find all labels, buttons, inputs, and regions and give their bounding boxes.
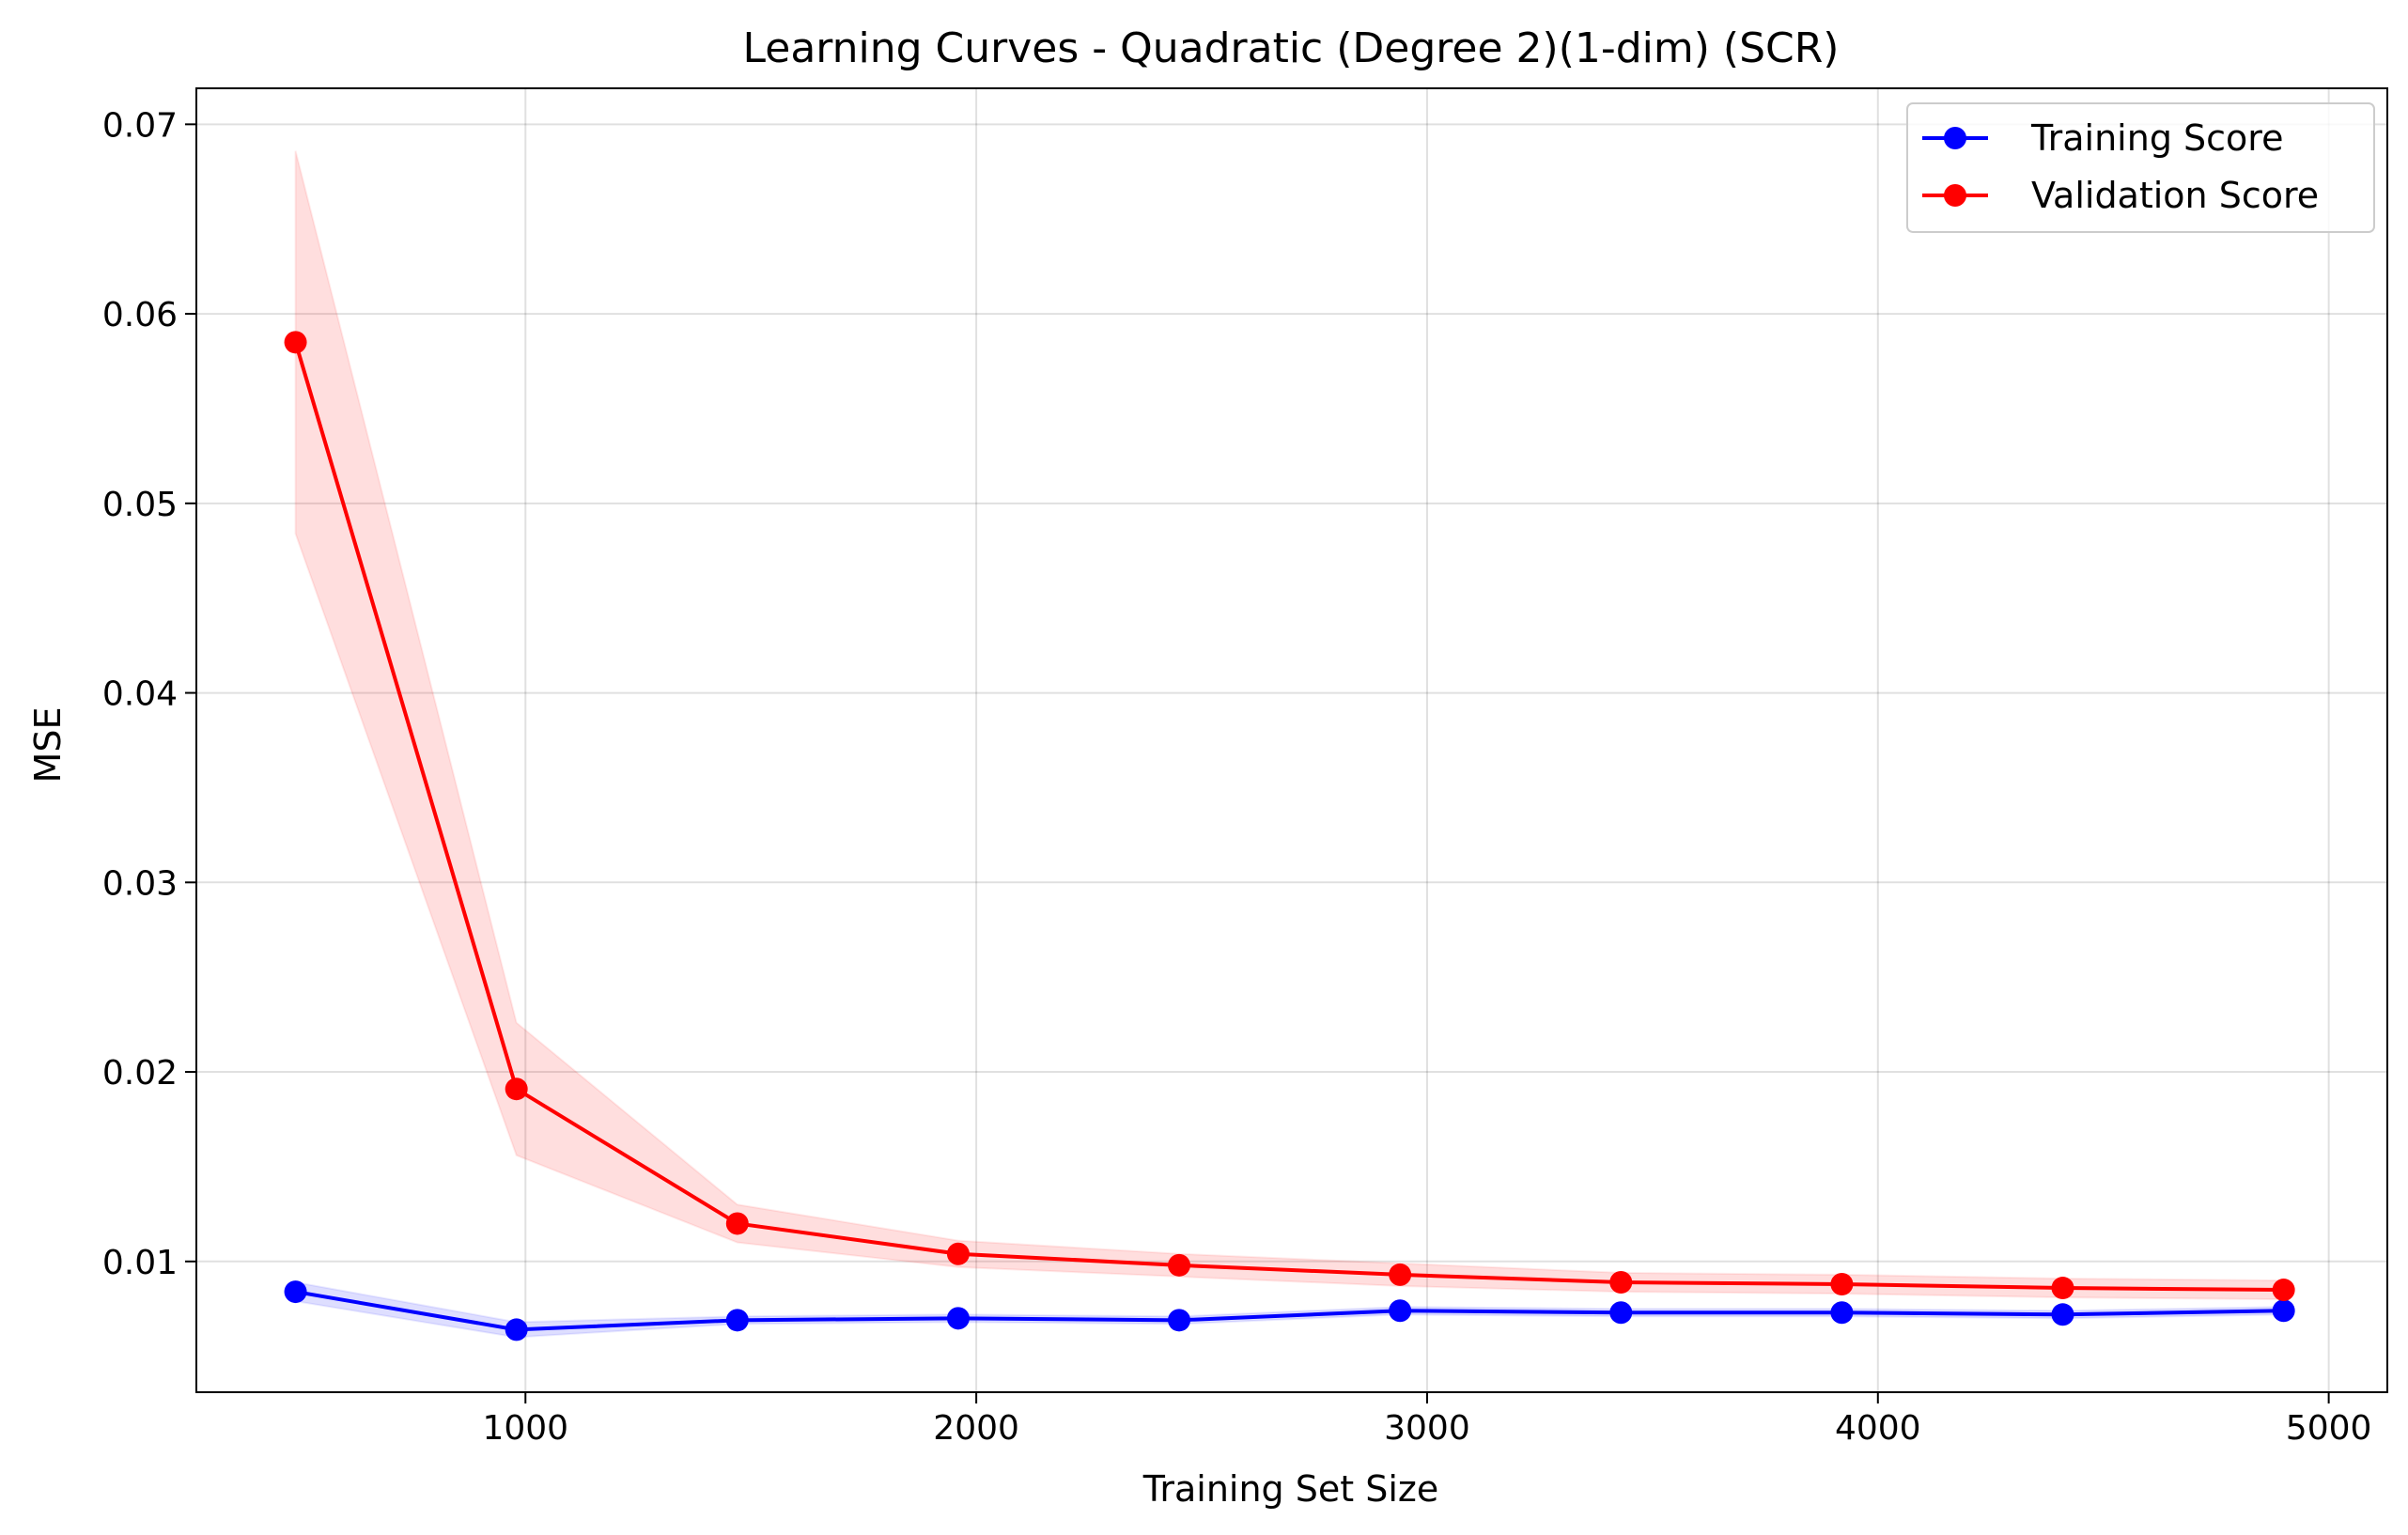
validation-score-point — [2051, 1277, 2074, 1300]
training-score-point — [1609, 1301, 1633, 1325]
x-tick-label: 3000 — [1384, 1409, 1470, 1448]
chart-title: Learning Curves - Quadratic (Degree 2)(1… — [743, 24, 1840, 72]
validation-score-point — [725, 1212, 749, 1235]
legend: Training Score Validation Score — [1906, 102, 2375, 233]
training-score-point — [2051, 1303, 2074, 1326]
y-tick-label: 0.05 — [102, 486, 178, 524]
y-axis-title: MSE — [27, 707, 69, 783]
legend-label-validation-score: Validation Score — [2031, 175, 2319, 216]
y-tick-label: 0.02 — [102, 1054, 178, 1093]
y-tick-label: 0.03 — [102, 864, 178, 903]
series-markers — [284, 331, 2295, 1341]
series-lines — [293, 341, 2284, 1332]
training-score-point — [1830, 1301, 1854, 1325]
plot-frame — [195, 87, 2388, 1393]
x-tick-label: 5000 — [2286, 1409, 2372, 1448]
y-tick-label: 0.01 — [102, 1244, 178, 1282]
legend-marker-training-score — [1944, 127, 1966, 149]
validation-score-point — [2272, 1279, 2295, 1302]
validation-score-line — [293, 341, 2284, 1293]
training-score-point — [1168, 1309, 1191, 1332]
training-score-point — [505, 1318, 528, 1341]
validation-score-point — [946, 1242, 970, 1265]
x-tick-label: 1000 — [482, 1409, 568, 1448]
x-tick-label: 4000 — [1835, 1409, 1921, 1448]
training-score-point — [284, 1280, 307, 1304]
legend-box — [1906, 102, 2375, 233]
validation-score-point — [505, 1078, 528, 1101]
training-score-point — [946, 1307, 970, 1330]
grid — [196, 88, 2387, 1392]
validation-score-point — [1830, 1273, 1854, 1296]
x-axis-title: Training Set Size — [1142, 1468, 1439, 1510]
training-score-point — [2272, 1299, 2295, 1323]
validation-score-point — [1168, 1253, 1191, 1277]
x-tick-label: 2000 — [933, 1409, 1019, 1448]
training-score-point — [725, 1309, 749, 1332]
legend-marker-validation-score — [1944, 184, 1966, 207]
validation-score-point — [1389, 1263, 1412, 1286]
training-score-point — [1389, 1299, 1412, 1323]
legend-label-training-score: Training Score — [2030, 117, 2283, 159]
y-tick-label: 0.06 — [102, 296, 178, 334]
x-axis-ticks: 1000 2000 3000 4000 5000 — [482, 1392, 2371, 1448]
validation-score-point — [1609, 1270, 1633, 1294]
y-tick-label: 0.04 — [102, 675, 178, 714]
training-score-line — [295, 1290, 2284, 1332]
y-tick-label: 0.07 — [102, 106, 178, 145]
validation-score-point — [284, 331, 307, 354]
y-axis-ticks: 0.01 0.02 0.03 0.04 0.05 0.06 0.07 — [102, 106, 196, 1282]
